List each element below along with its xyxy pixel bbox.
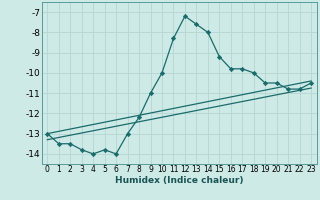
X-axis label: Humidex (Indice chaleur): Humidex (Indice chaleur) xyxy=(115,176,244,185)
